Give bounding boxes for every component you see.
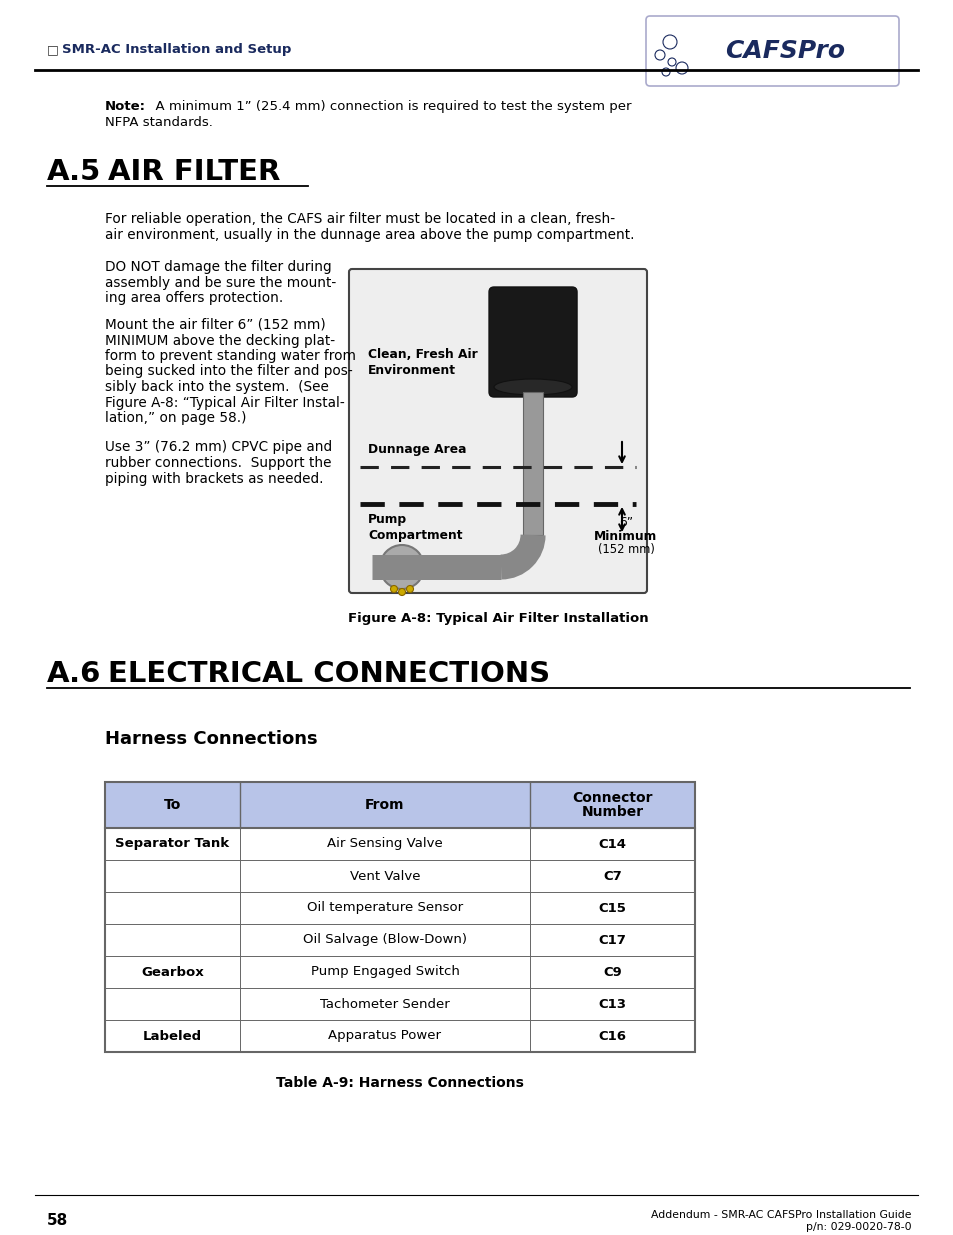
Bar: [522, 391, 542, 535]
Text: 58: 58: [47, 1213, 69, 1228]
FancyBboxPatch shape: [489, 287, 577, 396]
Text: p/n: 029-0020-78-0: p/n: 029-0020-78-0: [805, 1221, 911, 1233]
Text: C7: C7: [602, 869, 621, 883]
Text: For reliable operation, the CAFS air filter must be located in a clean, fresh-: For reliable operation, the CAFS air fil…: [105, 212, 615, 226]
Text: Harness Connections: Harness Connections: [105, 730, 317, 748]
Text: Air Sensing Valve: Air Sensing Valve: [327, 837, 442, 851]
Text: C9: C9: [602, 966, 621, 978]
Text: Apparatus Power: Apparatus Power: [328, 1030, 441, 1042]
Text: AIR FILTER: AIR FILTER: [108, 158, 280, 186]
Text: C13: C13: [598, 998, 626, 1010]
Circle shape: [406, 585, 413, 593]
Text: Labeled: Labeled: [143, 1030, 202, 1042]
Text: Dunnage Area: Dunnage Area: [368, 443, 466, 457]
Text: air environment, usually in the dunnage area above the pump compartment.: air environment, usually in the dunnage …: [105, 227, 634, 242]
Text: Note:: Note:: [105, 100, 146, 112]
Text: □: □: [47, 43, 59, 57]
Bar: [105, 1020, 695, 1052]
Text: To: To: [164, 798, 181, 811]
Text: rubber connections.  Support the: rubber connections. Support the: [105, 456, 331, 471]
Circle shape: [390, 585, 397, 593]
Text: Table A-9: Harness Connections: Table A-9: Harness Connections: [275, 1076, 523, 1091]
Text: Environment: Environment: [368, 363, 456, 377]
Text: sibly back into the system.  (See: sibly back into the system. (See: [105, 380, 329, 394]
Bar: [105, 956, 695, 988]
Text: C14: C14: [598, 837, 626, 851]
Text: Oil Salvage (Blow-Down): Oil Salvage (Blow-Down): [303, 934, 467, 946]
Text: C15: C15: [598, 902, 626, 914]
Bar: [105, 827, 695, 860]
Text: Oil temperature Sensor: Oil temperature Sensor: [307, 902, 462, 914]
Text: SMR-AC Installation and Setup: SMR-AC Installation and Setup: [62, 43, 291, 57]
Text: Separator Tank: Separator Tank: [115, 837, 230, 851]
Text: Figure A-8: “Typical Air Filter Instal-: Figure A-8: “Typical Air Filter Instal-: [105, 395, 344, 410]
Ellipse shape: [494, 379, 572, 395]
Bar: [105, 782, 695, 1052]
Text: C16: C16: [598, 1030, 626, 1042]
Text: Connector: Connector: [572, 790, 652, 805]
Text: DO NOT damage the filter during: DO NOT damage the filter during: [105, 261, 332, 274]
Text: (152 mm): (152 mm): [597, 543, 654, 557]
Text: MINIMUM above the decking plat-: MINIMUM above the decking plat-: [105, 333, 335, 347]
Text: CAFSPro: CAFSPro: [724, 40, 843, 63]
Text: NFPA standards.: NFPA standards.: [105, 116, 213, 128]
Text: Pump Engaged Switch: Pump Engaged Switch: [311, 966, 459, 978]
FancyBboxPatch shape: [349, 269, 646, 593]
Text: C17: C17: [598, 934, 626, 946]
Bar: [105, 988, 695, 1020]
Text: 6”: 6”: [618, 515, 633, 529]
Text: A.5: A.5: [47, 158, 101, 186]
Bar: [105, 782, 695, 1052]
Bar: [105, 782, 695, 827]
Bar: [105, 924, 695, 956]
Text: form to prevent standing water from: form to prevent standing water from: [105, 350, 355, 363]
Text: Minimum: Minimum: [594, 530, 657, 542]
Text: A minimum 1” (25.4 mm) connection is required to test the system per: A minimum 1” (25.4 mm) connection is req…: [147, 100, 631, 112]
Text: ELECTRICAL CONNECTIONS: ELECTRICAL CONNECTIONS: [108, 659, 550, 688]
Text: lation,” on page 58.): lation,” on page 58.): [105, 411, 246, 425]
Text: From: From: [365, 798, 404, 811]
Text: Gearbox: Gearbox: [141, 966, 204, 978]
FancyBboxPatch shape: [645, 16, 898, 86]
Text: Use 3” (76.2 mm) CPVC pipe and: Use 3” (76.2 mm) CPVC pipe and: [105, 441, 332, 454]
Circle shape: [379, 545, 423, 589]
Text: Number: Number: [580, 805, 643, 819]
Text: assembly and be sure the mount-: assembly and be sure the mount-: [105, 275, 335, 289]
Text: Pump: Pump: [368, 514, 407, 526]
Text: Figure A-8: Typical Air Filter Installation: Figure A-8: Typical Air Filter Installat…: [347, 613, 648, 625]
Text: A.6: A.6: [47, 659, 101, 688]
Text: Tachometer Sender: Tachometer Sender: [320, 998, 450, 1010]
Circle shape: [398, 589, 405, 595]
Bar: [105, 892, 695, 924]
Text: Clean, Fresh Air: Clean, Fresh Air: [368, 347, 477, 361]
Text: Compartment: Compartment: [368, 530, 462, 542]
Text: ing area offers protection.: ing area offers protection.: [105, 291, 283, 305]
Text: Vent Valve: Vent Valve: [350, 869, 420, 883]
Text: Addendum - SMR-AC CAFSPro Installation Guide: Addendum - SMR-AC CAFSPro Installation G…: [651, 1210, 911, 1220]
Text: being sucked into the filter and pos-: being sucked into the filter and pos-: [105, 364, 353, 378]
Text: Mount the air filter 6” (152 mm): Mount the air filter 6” (152 mm): [105, 317, 325, 332]
Text: piping with brackets as needed.: piping with brackets as needed.: [105, 472, 323, 485]
Bar: [105, 860, 695, 892]
